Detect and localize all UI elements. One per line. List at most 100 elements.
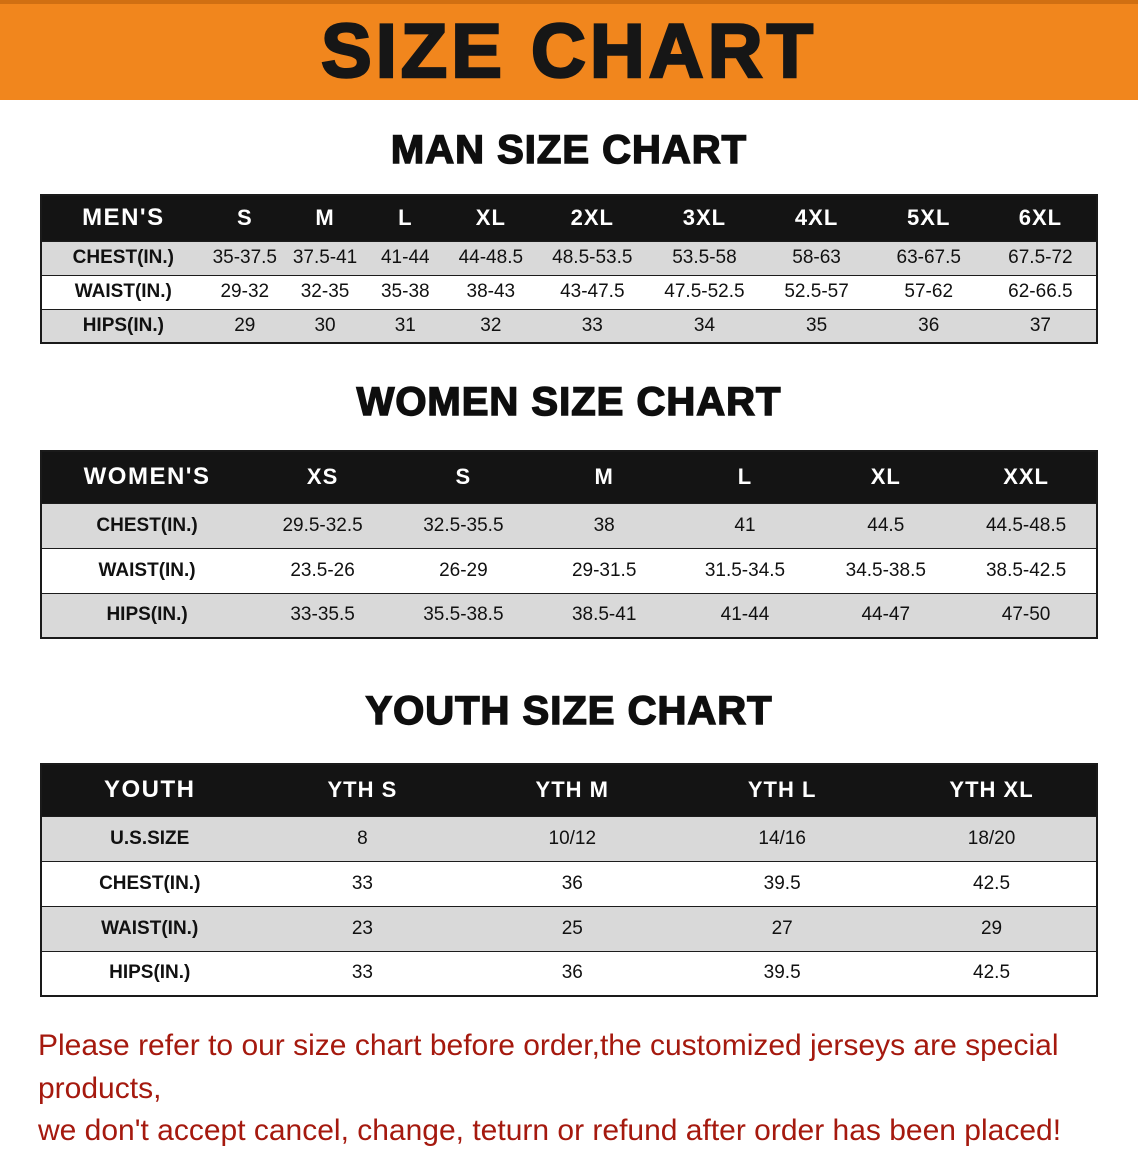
men-size-table: MEN'S S M L XL 2XL 3XL 4XL 5XL 6XL CHEST(IN.) 35-37…: [40, 194, 1098, 344]
table-head: YOUTH YTH S YTH M YTH L YTH XL: [41, 764, 1097, 816]
size-value: 44-48.5: [458, 247, 524, 268]
size-value: 36: [561, 872, 583, 894]
size-value: 33: [351, 872, 373, 894]
row-label: HIPS(IN.): [106, 604, 188, 626]
measurement-row: WAIST(IN.) 29-32 32-35 35-38 38-43 43-47.5 47.…: [41, 275, 1097, 309]
size-value: 37.5-41: [292, 247, 358, 268]
size-value: 38.5-41: [571, 604, 637, 626]
size-value: 34.5-38.5: [845, 559, 926, 581]
size-value: 26-29: [439, 559, 488, 581]
youth-size-section: YOUTH SIZE CHART YOUTH YTH S YTH M YTH L YTH…: [0, 688, 1138, 997]
table-body: CHEST(IN.) 35-37.5 37.5-41 41-44 44-48.5 48.5…: [41, 241, 1097, 343]
row-label: WAIST(IN.): [101, 917, 199, 939]
size-value: 41-44: [380, 247, 430, 268]
row-label: CHEST(IN.): [72, 247, 174, 268]
size-column-header: XL: [445, 195, 537, 241]
size-value: 33-35.5: [290, 604, 355, 626]
size-value: 27: [771, 917, 793, 939]
size-value: 67.5-72: [1008, 247, 1073, 268]
women-size-section: WOMEN SIZE CHART WOMEN'S XS S M L XL XXL CHEST(…: [0, 379, 1138, 639]
size-column-header: M: [533, 451, 675, 503]
size-value: 41: [734, 514, 756, 536]
size-value: 36: [918, 314, 940, 336]
men-size-section: MAN SIZE CHART MEN'S S M L XL 2XL 3XL 4XL 5XL 6XL…: [0, 127, 1138, 344]
size-column-header: 5XL: [872, 195, 985, 241]
table-title-cell: WOMEN'S: [41, 451, 253, 503]
table-body: U.S.SIZE 8 10/12 14/16 18/20 CHEST(IN.) 33 36 39…: [41, 816, 1097, 996]
disclaimer-line-2: we don't accept cancel, change, teturn o…: [38, 1114, 1062, 1148]
size-value: 23.5-26: [290, 559, 355, 581]
youth-size-table: YOUTH YTH S YTH M YTH L YTH XL U.S.SIZE 8 10/12…: [40, 763, 1098, 997]
size-value: 57-62: [904, 281, 954, 302]
size-value: 33: [581, 314, 603, 336]
measurement-row: U.S.SIZE 8 10/12 14/16 18/20: [41, 816, 1097, 861]
measurement-row: WAIST(IN.) 23.5-26 26-29 29-31.5 31.5-34.5 34…: [41, 548, 1097, 593]
size-value: 32: [480, 314, 502, 336]
size-column-header: L: [365, 195, 446, 241]
header-row: YOUTH YTH S YTH M YTH L YTH XL: [41, 764, 1097, 816]
row-label: CHEST(IN.): [96, 514, 198, 536]
size-value: 29-32: [220, 281, 270, 302]
size-value: 35-37.5: [212, 247, 278, 268]
size-value: 63-67.5: [896, 247, 961, 268]
size-value: 38.5-42.5: [985, 559, 1067, 581]
size-value: 32-35: [300, 281, 350, 302]
size-value: 47-50: [1001, 604, 1051, 626]
size-value: 38-43: [466, 281, 516, 302]
size-value: 29-31.5: [571, 559, 637, 581]
disclaimer-line-1: Please refer to our size chart before or…: [38, 1029, 1059, 1105]
size-value: 39.5: [763, 962, 801, 984]
size-column-header: M: [284, 195, 366, 241]
row-label: HIPS(IN.): [82, 314, 164, 336]
banner-title: SIZE CHART: [320, 9, 817, 94]
size-column-header: YTH L: [677, 764, 888, 816]
size-value: 44-47: [861, 604, 911, 626]
size-value: 34: [693, 314, 716, 336]
size-value: 30: [314, 314, 336, 336]
table-title-cell: YOUTH: [41, 764, 258, 816]
women-size-table: WOMEN'S XS S M L XL XXL CHEST(IN.) 29.5-32.5 32.5…: [40, 450, 1098, 639]
size-value: 38: [593, 514, 615, 536]
size-value: 43-47.5: [560, 281, 625, 302]
size-value: 47.5-52.5: [664, 281, 745, 302]
size-value: 8: [357, 827, 368, 849]
size-column-header: S: [392, 451, 534, 503]
size-value: 35: [806, 314, 828, 336]
header-row: WOMEN'S XS S M L XL XXL: [41, 451, 1097, 503]
row-label: WAIST(IN.): [74, 281, 172, 302]
size-value: 31: [394, 314, 416, 336]
size-value: 44.5: [867, 514, 905, 536]
size-value: 53.5-58: [672, 247, 737, 268]
row-label: U.S.SIZE: [110, 827, 190, 849]
size-value: 29.5-32.5: [282, 514, 363, 536]
size-column-header: 3XL: [648, 195, 761, 241]
youth-section-title: YOUTH SIZE CHART: [365, 688, 773, 734]
size-value: 58-63: [792, 247, 841, 268]
banner: SIZE CHART: [0, 0, 1138, 100]
size-column-header: 2XL: [536, 195, 649, 241]
size-value: 42.5: [973, 962, 1011, 984]
size-value: 33: [351, 962, 373, 984]
size-value: 41-44: [720, 604, 770, 626]
size-column-header: XL: [815, 451, 957, 503]
size-column-header: XXL: [956, 451, 1097, 503]
size-value: 35-38: [380, 281, 430, 302]
size-value: 37: [1029, 314, 1051, 336]
table-title-cell: MEN'S: [41, 195, 205, 241]
size-value: 10/12: [548, 827, 597, 849]
table-head: WOMEN'S XS S M L XL XXL: [41, 451, 1097, 503]
row-label: HIPS(IN.): [109, 962, 191, 984]
size-value: 42.5: [973, 872, 1011, 894]
size-value: 35.5-38.5: [423, 604, 504, 626]
measurement-row: HIPS(IN.) 29 30 31 32 33 34 35 36 37: [41, 309, 1097, 343]
size-value: 32.5-35.5: [423, 514, 504, 536]
size-value: 23: [351, 917, 373, 939]
size-value: 36: [561, 962, 583, 984]
measurement-row: WAIST(IN.) 23 25 27 29: [41, 906, 1097, 951]
size-column-header: XS: [252, 451, 393, 503]
size-value: 29: [980, 917, 1003, 939]
size-column-header: 6XL: [984, 195, 1097, 241]
size-value: 18/20: [967, 827, 1016, 849]
size-value: 14/16: [758, 827, 806, 849]
